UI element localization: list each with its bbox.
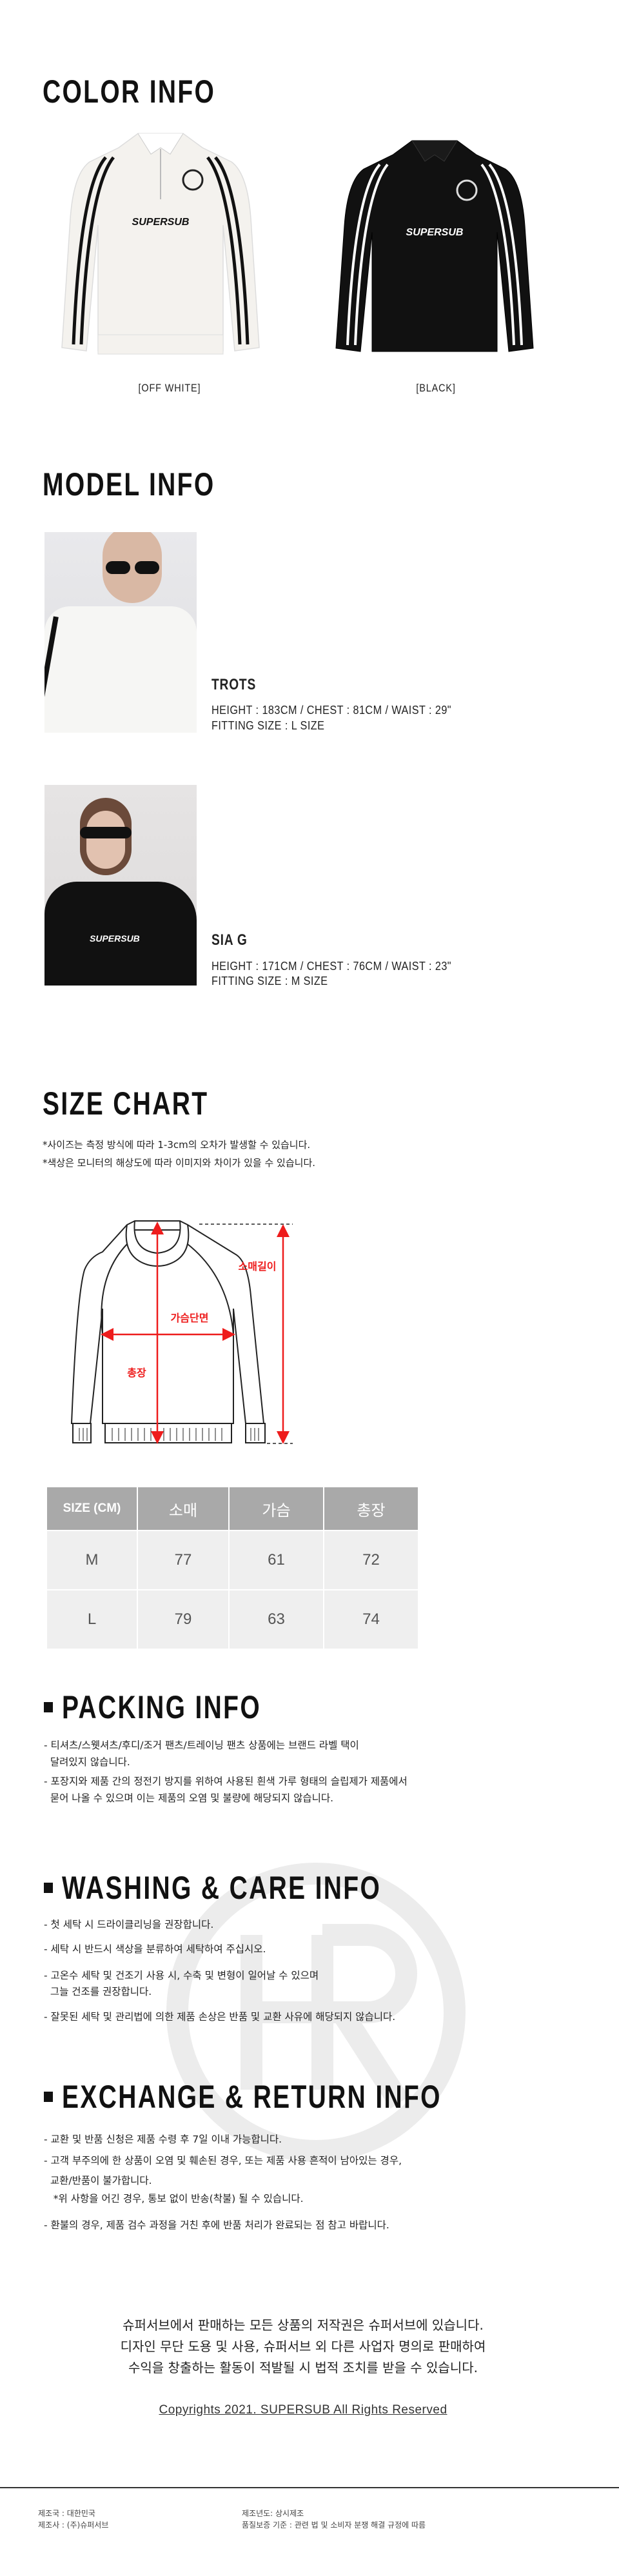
header-cell: 총장	[324, 1487, 418, 1530]
copyright-line: 슈퍼서브에서 판매하는 모든 상품의 저작권은 슈퍼서브에 있습니다.	[123, 2317, 484, 2333]
exchange-item: - 교환 및 반품 신청은 제품 수령 후 7일 이내 가능합니다.	[44, 2134, 282, 2145]
washing-item: - 첫 세탁 시 드라이클리닝을 권장합니다.	[44, 1919, 214, 1930]
copyright-notice: Copyrights 2021. SUPERSUB All Rights Res…	[159, 2403, 447, 2417]
supersub-logo-text: SUPERSUB	[132, 217, 190, 228]
color-label-black: [BLACK]	[416, 382, 456, 394]
supersub-logo-text: SUPERSUB	[90, 933, 140, 944]
footer-country: 제조국 : 대한민국	[38, 2509, 95, 2518]
packing-info-heading: PACKING INFO	[44, 1691, 317, 1723]
footer-quality: 품질보증 기준 : 관련 법 및 소비자 분쟁 해결 규정에 따름	[242, 2521, 426, 2530]
exchange-info-title: EXCHANGE & RETURN INFO	[62, 2079, 442, 2115]
model-info-title: MODEL INFO	[43, 466, 215, 502]
copyright-line: 디자인 무단 도용 및 사용, 슈퍼서브 외 다른 사업자 명의로 판매하여	[120, 2339, 486, 2354]
size-diagram: 소매길이 가슴단면 총장	[70, 1220, 293, 1444]
exchange-item: 교환/반품이 불가합니다.	[44, 2175, 152, 2186]
washing-info-title: WASHING & CARE INFO	[62, 1870, 382, 1906]
sweatshirt-outline	[70, 1220, 266, 1443]
color-label-off-white: [OFF WHITE]	[138, 382, 201, 394]
table-row: M 77 61 72	[47, 1531, 418, 1589]
size-note: *색상은 모니터의 해상도에 따라 이미지와 차이가 있을 수 있습니다.	[43, 1157, 316, 1169]
packing-item: 달려있지 않습니다.	[44, 1756, 130, 1768]
bullet-square-icon	[44, 2092, 53, 2102]
packing-item: - 티셔츠/스웻셔츠/후디/조거 팬츠/트레이닝 팬츠 상품에는 브랜드 라벨 …	[44, 1739, 359, 1751]
packing-item: - 포장지와 제품 간의 정전기 방지를 위하여 사용된 흰색 가루 형태의 슬…	[44, 1776, 408, 1787]
model-fitting-size: FITTING SIZE : M SIZE	[211, 975, 328, 987]
color-info-title: COLOR INFO	[43, 74, 216, 110]
washing-item: - 잘못된 세탁 및 관리법에 의한 제품 손상은 반품 및 교환 사유에 해당…	[44, 2011, 396, 2023]
product-image-black[interactable]: SUPERSUB	[328, 135, 541, 371]
table-row: L 79 63 74	[47, 1590, 418, 1649]
packing-info-title: PACKING INFO	[62, 1689, 262, 1725]
size-table-header: SIZE (CM) 소매 가슴 총장	[47, 1487, 418, 1530]
exchange-item: *위 사항을 어긴 경우, 통보 없이 반송(착불) 될 수 있습니다.	[44, 2193, 304, 2204]
washing-item: - 고온수 세탁 및 건조기 사용 시, 수축 및 변형이 일어날 수 있으며	[44, 1970, 319, 1981]
washing-item: 그늘 건조를 권장합니다.	[44, 1986, 152, 1997]
packing-item: 묻어 나올 수 있으며 이는 제품의 오염 및 불량에 해당되지 않습니다.	[44, 1792, 334, 1804]
value-cell: 79	[138, 1590, 228, 1649]
washing-info-heading: WASHING & CARE INFO	[44, 1872, 471, 1904]
model-name: TROTS	[211, 676, 257, 693]
footer-divider	[0, 2487, 619, 2488]
svg-text:SUPERSUB: SUPERSUB	[406, 227, 464, 238]
footer-year: 제조년도: 상시제조	[242, 2509, 304, 2518]
model-photo-sia-g: SUPERSUB	[44, 785, 197, 986]
value-cell: 63	[230, 1590, 323, 1649]
size-cell: L	[47, 1590, 137, 1649]
bullet-square-icon	[44, 1883, 53, 1893]
watermark-logo	[166, 1863, 466, 2162]
product-image-off-white[interactable]: SUPERSUB	[54, 128, 267, 370]
footer-maker: 제조사 : (주)슈퍼서브	[38, 2521, 109, 2530]
value-cell: 74	[324, 1590, 418, 1649]
header-cell: SIZE (CM)	[47, 1487, 137, 1530]
size-table: SIZE (CM) 소매 가슴 총장 M 77 61 72 L 79 63 74	[46, 1486, 419, 1650]
size-note: *사이즈는 측정 방식에 따라 1-3cm의 오차가 발생할 수 있습니다.	[43, 1139, 311, 1151]
copyright-line: 수익을 창출하는 활동이 적발될 시 법적 조치를 받을 수 있습니다.	[128, 2360, 478, 2375]
value-cell: 77	[138, 1531, 228, 1589]
header-cell: 가슴	[230, 1487, 323, 1530]
model-measurements: HEIGHT : 171CM / CHEST : 76CM / WAIST : …	[211, 960, 451, 973]
model-fitting-size: FITTING SIZE : L SIZE	[211, 719, 325, 732]
size-cell: M	[47, 1531, 137, 1589]
bullet-square-icon	[44, 1702, 53, 1712]
header-cell: 소매	[138, 1487, 228, 1530]
size-chart-title: SIZE CHART	[43, 1085, 209, 1122]
label-length: 총장	[127, 1367, 146, 1379]
model-name: SIA G	[211, 931, 248, 949]
label-sleeve: 소매길이	[239, 1260, 277, 1273]
washing-item: - 세탁 시 반드시 색상을 분류하여 세탁하여 주십시오.	[44, 1943, 266, 1955]
label-chest: 가슴단면	[171, 1312, 209, 1324]
exchange-item: - 환불의 경우, 제품 검수 과정을 거친 후에 반품 처리가 완료되는 점 …	[44, 2219, 389, 2231]
exchange-item: - 고객 부주의에 한 상품이 오염 및 훼손된 경우, 또는 제품 사용 흔적…	[44, 2155, 402, 2166]
value-cell: 72	[324, 1531, 418, 1589]
exchange-info-heading: EXCHANGE & RETURN INFO	[44, 2081, 549, 2113]
value-cell: 61	[230, 1531, 323, 1589]
model-measurements: HEIGHT : 183CM / CHEST : 81CM / WAIST : …	[211, 704, 451, 717]
model-photo-trots	[44, 532, 197, 733]
